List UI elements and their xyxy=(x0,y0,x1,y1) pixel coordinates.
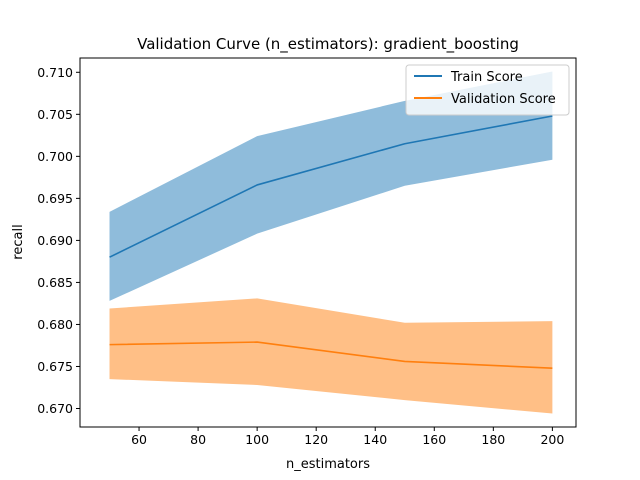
x-axis-label: n_estimators xyxy=(286,457,370,472)
y-axis-label: recall xyxy=(11,224,26,259)
y-tick-label: 0.685 xyxy=(37,275,73,290)
y-tick-label: 0.710 xyxy=(37,65,73,80)
y-tick-label: 0.680 xyxy=(37,317,73,332)
x-tick-label: 100 xyxy=(245,432,269,447)
series-lines xyxy=(109,115,553,369)
legend: Train Score Validation Score xyxy=(405,64,570,116)
x-tick-label: 180 xyxy=(481,432,505,447)
legend-label-train-score: Train Score xyxy=(450,70,523,85)
x-tick-label: 140 xyxy=(363,432,387,447)
y-tick-label: 0.695 xyxy=(37,191,73,206)
train-score-line xyxy=(109,115,553,258)
x-tick-label: 200 xyxy=(540,432,564,447)
x-tick-label: 120 xyxy=(304,432,328,447)
train-score-band xyxy=(109,71,553,301)
x-tick-label: 160 xyxy=(422,432,446,447)
x-tick-label: 80 xyxy=(190,432,206,447)
y-tick-label: 0.700 xyxy=(37,149,73,164)
y-tick-label: 0.690 xyxy=(37,233,73,248)
legend-box xyxy=(405,64,570,116)
legend-label-validation-score: Validation Score xyxy=(451,92,556,107)
validation-score-band xyxy=(109,298,553,414)
y-axis: 0.670 0.675 0.680 0.685 0.690 0.695 0.700 0.705… xyxy=(37,65,80,416)
plot-frame xyxy=(79,57,577,428)
y-tick-label: 0.705 xyxy=(37,107,73,122)
y-tick-label: 0.675 xyxy=(37,359,73,374)
confidence-bands xyxy=(109,71,553,414)
validation-score-line xyxy=(109,341,553,369)
chart-title: Validation Curve (n_estimators): gradien… xyxy=(137,35,519,54)
y-tick-label: 0.670 xyxy=(37,401,73,416)
x-tick-label: 60 xyxy=(131,432,147,447)
x-axis: 60 80 100 120 140 160 180 200 xyxy=(131,427,564,447)
